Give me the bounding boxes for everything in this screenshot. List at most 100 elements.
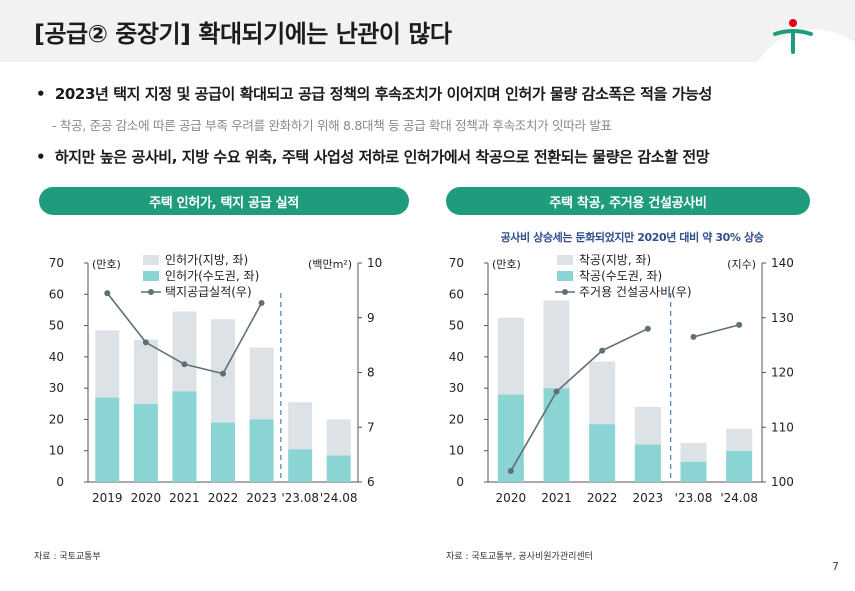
y-tick-label-left: 50 — [449, 319, 464, 333]
chart-starts: 0 10 20 30 40 50 60 70 100 110 120 130 140 (만호) (지수) 20… — [449, 230, 794, 505]
y-axis-label-right: (지수) — [727, 258, 756, 271]
y-tick-label-left: 30 — [49, 381, 64, 395]
y-tick-label-left: 0 — [456, 475, 464, 489]
x-tick-label: 2020 — [131, 491, 162, 505]
line-주거용 건설공사비(우) — [693, 324, 740, 338]
y-tick-label-left: 0 — [56, 475, 64, 489]
title-bar — [0, 0, 855, 62]
brand-logo-icon — [757, 19, 855, 62]
bar-착공(수도권, 좌) — [726, 450, 753, 482]
bar-인허가(지방, 좌) — [326, 419, 351, 456]
x-tick-label: '23.08 — [675, 491, 713, 505]
legend-swatch — [143, 255, 159, 265]
legend-label: 착공(지방, 좌) — [579, 253, 651, 267]
bar-인허가(지방, 좌) — [172, 311, 197, 392]
y-tick-label-right: 130 — [771, 311, 794, 325]
line-point — [220, 370, 226, 377]
bar-인허가(수도권, 좌) — [95, 397, 120, 482]
chart2-title-pill: 주택 착공, 주거용 건설공사비 — [446, 187, 810, 215]
legend-label: 인허가(지방, 좌) — [165, 253, 248, 267]
bar-착공(지방, 좌) — [726, 428, 753, 451]
y-tick-label-right: 10 — [367, 256, 382, 270]
line-point — [258, 299, 265, 306]
y-tick-label-right: 6 — [367, 475, 375, 489]
bar-착공(지방, 좌) — [634, 406, 661, 445]
x-tick-label: '24.08 — [720, 491, 758, 505]
x-tick-label: 2019 — [92, 491, 123, 505]
y-tick-label-left: 20 — [49, 412, 64, 426]
x-tick-label: '23.08 — [281, 491, 319, 505]
bar-착공(수도권, 좌) — [497, 394, 524, 482]
y-tick-label-right: 120 — [771, 366, 794, 380]
legend-label: 택지공급실적(우) — [165, 285, 252, 299]
x-tick-label: 2023 — [633, 491, 664, 505]
bar-인허가(수도권, 좌) — [172, 391, 197, 482]
y-tick-label-left: 60 — [49, 287, 64, 301]
source-note-2: 자료 : 국토교통부, 공사비원가관리센터 — [446, 552, 593, 562]
bar-인허가(수도권, 좌) — [249, 419, 274, 482]
legend-label: 주거용 건설공사비(우) — [579, 285, 692, 299]
bar-착공(수도권, 좌) — [589, 424, 616, 482]
bar-착공(지방, 좌) — [543, 300, 570, 389]
legend-line-marker — [562, 289, 568, 295]
y-tick-label-right: 140 — [771, 256, 794, 270]
y-tick-label-left: 50 — [49, 319, 64, 333]
y-tick-label-left: 20 — [449, 412, 464, 426]
bar-착공(수도권, 좌) — [634, 444, 661, 482]
y-axis-label-right: (백만m²) — [308, 258, 352, 271]
y-axis-label-left: (만호) — [92, 258, 121, 271]
line-point — [507, 468, 514, 475]
legend-line-marker — [148, 289, 154, 295]
sub-bullet-1: - 착공, 준공 감소에 따른 공급 부족 우려를 완화하기 위해 8.8대책 … — [52, 118, 612, 133]
y-tick-label-left: 60 — [449, 287, 464, 301]
x-tick-label: 2021 — [169, 491, 200, 505]
bar-착공(수도권, 좌) — [680, 461, 707, 482]
bar-인허가(수도권, 좌) — [326, 455, 351, 482]
x-tick-label: 2022 — [587, 491, 618, 505]
page-title: [공급② 중장기] 확대되기에는 난관이 많다 — [34, 20, 452, 48]
y-tick-label-left: 40 — [449, 350, 464, 364]
y-tick-label-left: 70 — [49, 256, 64, 270]
legend-swatch — [143, 271, 159, 281]
bar-인허가(수도권, 좌) — [133, 403, 158, 482]
y-tick-label-right: 110 — [771, 420, 794, 434]
y-tick-label-left: 30 — [449, 381, 464, 395]
y-tick-label-right: 9 — [367, 311, 375, 325]
line-point — [644, 325, 651, 332]
bar-인허가(수도권, 좌) — [288, 449, 313, 482]
legend-label: 인허가(수도권, 좌) — [165, 269, 259, 283]
x-tick-label: '24.08 — [320, 491, 358, 505]
legend-swatch — [557, 271, 573, 281]
bullet-2: • 하지만 높은 공사비, 지방 수요 위축, 주택 사업성 저하로 인허가에서… — [36, 148, 710, 166]
y-tick-label-right: 8 — [367, 366, 375, 380]
line-주거용 건설공사비(우) — [510, 327, 649, 472]
legend-swatch — [557, 255, 573, 265]
line-point — [599, 347, 606, 354]
line-point — [181, 361, 188, 368]
x-tick-label: 2020 — [496, 491, 527, 505]
y-tick-label-right: 100 — [771, 475, 794, 489]
bar-착공(지방, 좌) — [680, 442, 707, 462]
source-note-1: 자료 : 국토교통부 — [34, 552, 101, 562]
line-point — [142, 339, 149, 346]
bar-착공(지방, 좌) — [589, 361, 616, 425]
y-tick-label-right: 7 — [367, 420, 375, 434]
line-point — [553, 388, 560, 395]
bar-인허가(지방, 좌) — [249, 347, 274, 420]
bar-인허가(지방, 좌) — [95, 330, 120, 398]
x-tick-label: 2023 — [246, 491, 277, 505]
line-point — [104, 290, 111, 297]
bullet-1: • 2023년 택지 지정 및 공급이 확대되고 공급 정책의 후속조치가 이어… — [36, 85, 712, 103]
y-tick-label-left: 10 — [449, 444, 464, 458]
line-point — [690, 333, 697, 340]
y-tick-label-left: 10 — [49, 444, 64, 458]
legend-label: 착공(수도권, 좌) — [579, 269, 662, 283]
y-tick-label-left: 40 — [49, 350, 64, 364]
line-point — [736, 321, 743, 328]
bar-인허가(수도권, 좌) — [211, 422, 235, 482]
page-number: 7 — [832, 560, 839, 573]
chart-permits: 0 10 20 30 40 50 60 70 6 7 8 9 10 (만호) (백만m²) 2019 2020 2… — [49, 253, 383, 505]
bar-착공(수도권, 좌) — [543, 388, 570, 482]
chart1-title-pill: 주택 인허가, 택지 공급 실적 — [39, 187, 409, 215]
x-tick-label: 2022 — [208, 491, 239, 505]
